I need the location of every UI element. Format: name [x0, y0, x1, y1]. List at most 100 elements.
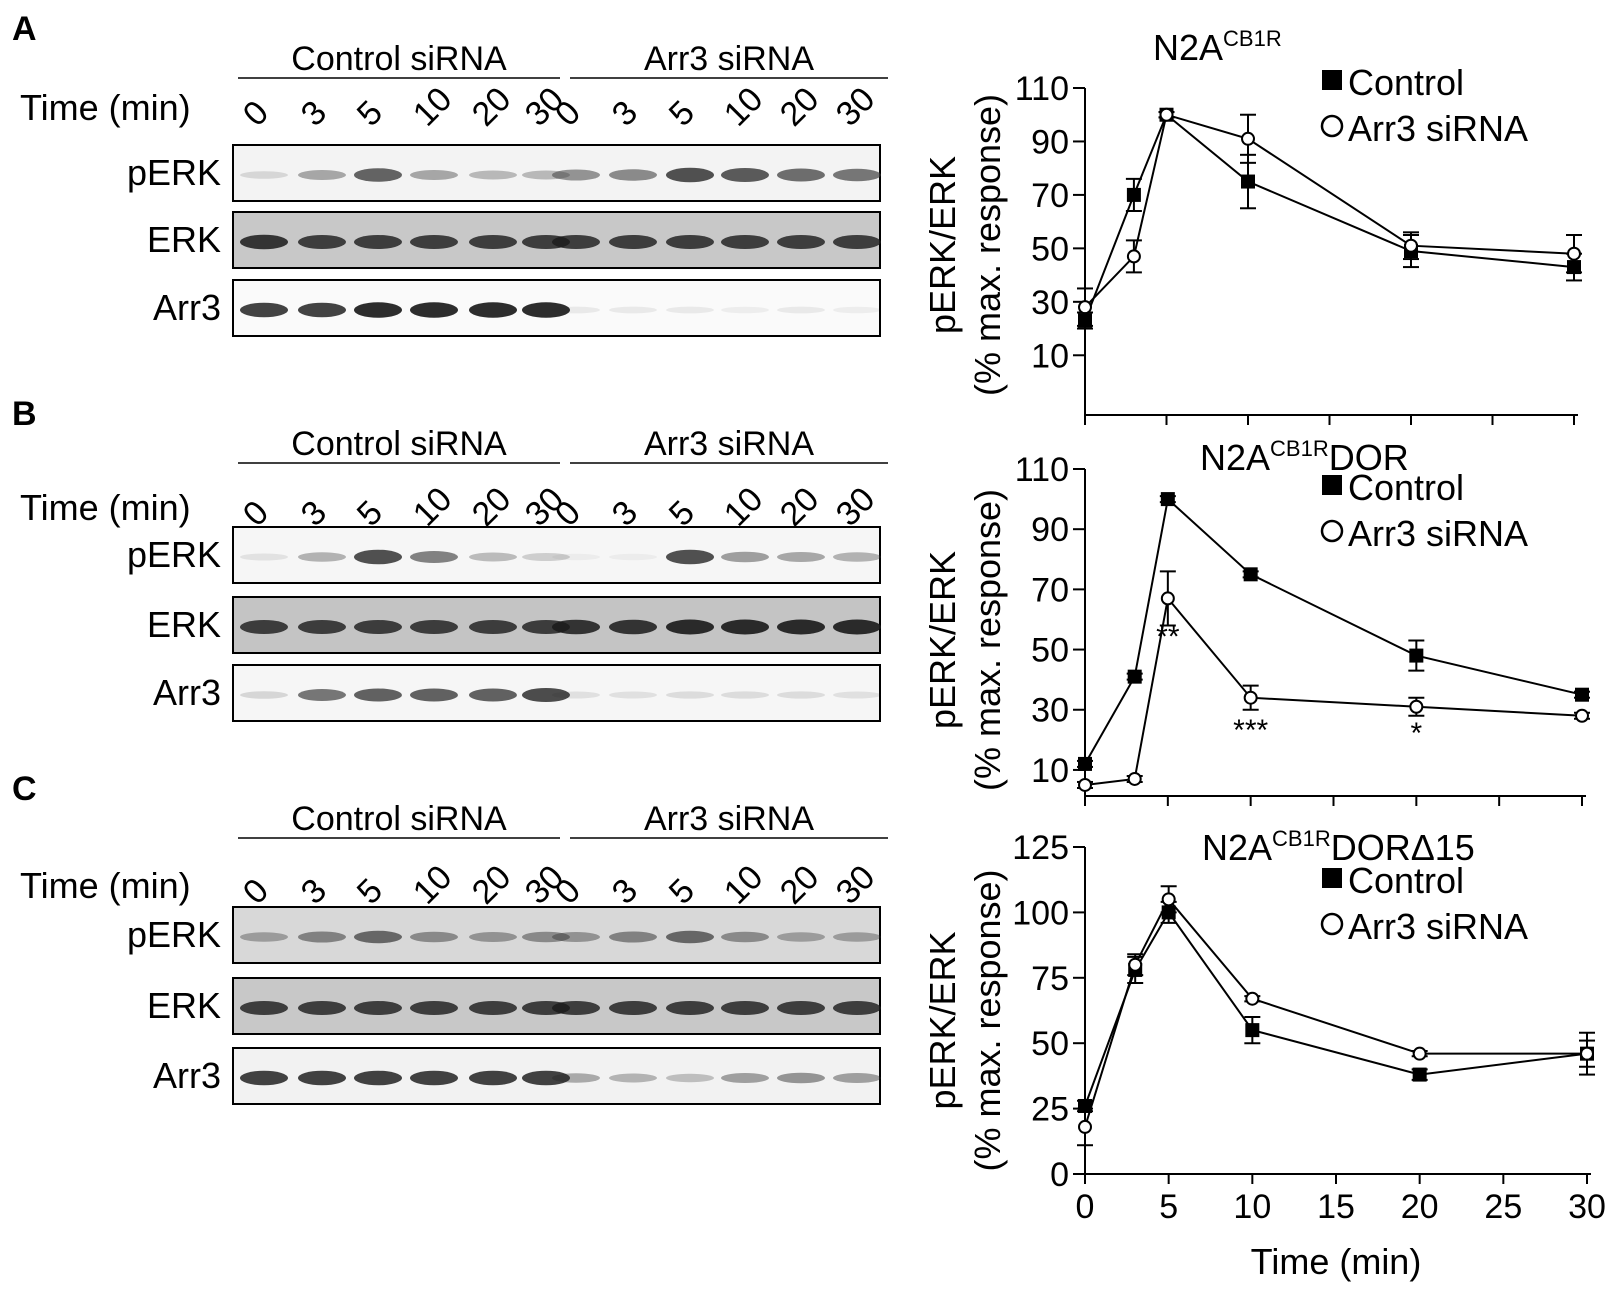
data-point-arr3	[1078, 777, 1092, 792]
lane-time-label: 30	[829, 480, 883, 534]
band	[522, 688, 570, 702]
y-tick-label: 0	[1050, 1156, 1069, 1194]
y-tick-label: 10	[1031, 752, 1069, 790]
chart-title-main: N2A	[1202, 827, 1272, 868]
blot-erk: ERK	[147, 977, 881, 1035]
data-point-control	[1412, 1067, 1427, 1082]
data-point-control	[1160, 492, 1175, 507]
legend-marker-arr3	[1320, 912, 1344, 936]
band	[777, 691, 825, 699]
band	[666, 691, 714, 699]
legend-label: Control	[1348, 62, 1464, 103]
data-point-arr3	[1161, 892, 1176, 907]
band	[522, 931, 570, 943]
chart-3: 0 25 50 75 100 125 0 5 10 15 20 25 30 Time (min) pERK/…	[922, 826, 1606, 1282]
blot-arr3: Arr3	[153, 1047, 881, 1105]
legend-label: Arr3 siRNA	[1348, 906, 1528, 947]
band	[609, 1001, 657, 1015]
y-tick-label: 100	[1012, 894, 1069, 932]
band	[298, 302, 346, 318]
band	[298, 689, 346, 701]
data-point-control	[1575, 687, 1589, 702]
x-tick-label: 10	[1233, 1188, 1271, 1226]
chart-1: 10 30 50 70 90 110 pERK/ERK (% max. response) N2…	[922, 26, 1582, 425]
band	[354, 620, 402, 634]
y-tick-label: 25	[1031, 1091, 1069, 1129]
band	[552, 619, 600, 635]
band	[609, 619, 657, 635]
band	[833, 168, 881, 182]
band	[666, 549, 714, 565]
band	[240, 553, 288, 561]
blot-label: Arr3	[153, 672, 221, 713]
band	[354, 688, 402, 702]
band	[777, 168, 825, 182]
band	[721, 551, 769, 563]
data-point-control	[1245, 1023, 1260, 1038]
significance-label: ***	[1233, 714, 1268, 747]
legend: Control Arr3 siRNA	[1320, 860, 1528, 947]
data-point-arr3	[1245, 991, 1260, 1006]
series-line	[1084, 596, 1583, 786]
legend: Control Arr3 siRNA	[1320, 62, 1528, 149]
band	[721, 691, 769, 699]
band	[354, 168, 402, 182]
blot-arr3: Arr3	[153, 664, 881, 722]
band	[298, 1001, 346, 1015]
band	[240, 234, 288, 250]
band	[354, 235, 402, 249]
data-point-control	[1243, 567, 1258, 582]
band	[469, 1001, 517, 1015]
band	[777, 552, 825, 562]
lane-time-label: 20	[465, 80, 519, 134]
y-axis-label: pERK/ERK	[922, 931, 963, 1109]
legend-marker-control	[1322, 868, 1342, 888]
band	[469, 620, 517, 634]
band	[522, 553, 570, 561]
band	[240, 620, 288, 634]
x-tick-label: 5	[1159, 1188, 1178, 1226]
band	[721, 235, 769, 249]
panel-letter: C	[12, 770, 37, 808]
blot-label: ERK	[147, 219, 221, 260]
blot-erk: ERK	[147, 211, 881, 269]
data-point-arr3	[1575, 708, 1589, 723]
band	[410, 551, 458, 563]
x-tick-label: 15	[1317, 1188, 1355, 1226]
band	[469, 1070, 517, 1086]
band	[833, 691, 881, 699]
blot-arr3: Arr3	[153, 279, 881, 337]
blot-erk: ERK	[147, 596, 881, 654]
lane-time-label: 0	[548, 93, 588, 133]
significance-label: **	[1156, 621, 1180, 654]
chart-title: N2ACB1R	[1153, 26, 1282, 68]
x-tick-label: 30	[1568, 1188, 1606, 1226]
band	[721, 1073, 769, 1083]
chart-title-suffix: DOR	[1329, 437, 1409, 478]
band	[354, 1001, 402, 1015]
band	[240, 302, 288, 318]
blot-label: Arr3	[153, 287, 221, 328]
data-point-control	[1127, 669, 1142, 684]
lane-time-label: 10	[717, 858, 771, 912]
data-point-arr3	[1412, 1046, 1427, 1061]
y-tick-label: 125	[1012, 829, 1069, 867]
blot-label: pERK	[127, 914, 221, 955]
data-point-arr3	[1126, 249, 1141, 264]
lane-time-label: 0	[548, 871, 588, 911]
band	[609, 691, 657, 699]
blot-label: pERK	[127, 534, 221, 575]
legend-marker-control	[1322, 70, 1342, 90]
band	[552, 932, 600, 942]
band	[469, 170, 517, 180]
y-tick-label: 50	[1031, 230, 1069, 268]
band	[469, 235, 517, 249]
band	[298, 931, 346, 943]
band	[609, 1073, 657, 1083]
band	[410, 931, 458, 943]
series-line	[1084, 497, 1583, 765]
lane-time-label: 20	[773, 80, 827, 134]
band	[833, 932, 881, 942]
